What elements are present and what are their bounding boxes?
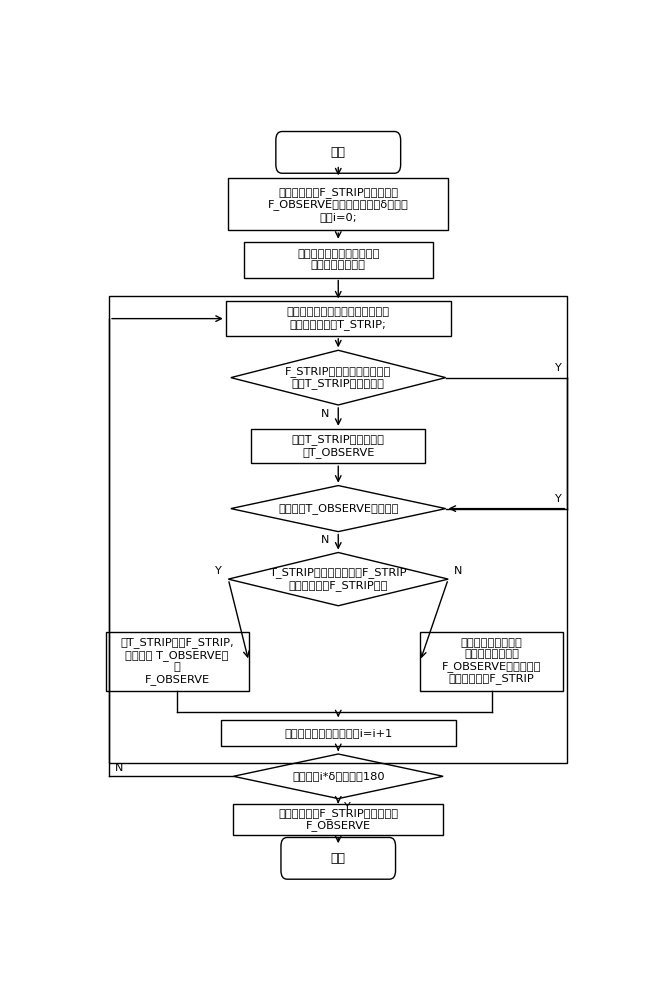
Bar <box>244 242 433 278</box>
Text: 结束: 结束 <box>331 852 346 865</box>
Text: 更新划分方向，计数标志i=i+1: 更新划分方向，计数标志i=i+1 <box>284 728 393 738</box>
Polygon shape <box>234 754 443 799</box>
Text: 返回划分方案F_STRIP及观测方案
F_OBSERVE: 返回划分方案F_STRIP及观测方案 F_OBSERVE <box>278 808 399 831</box>
Text: T_STRIP的条带数目少于F_STRIP
条带数目或者F_STRIP为空: T_STRIP的条带数目少于F_STRIP 条带数目或者F_STRIP为空 <box>269 567 407 591</box>
Polygon shape <box>231 486 446 532</box>
FancyBboxPatch shape <box>276 132 401 173</box>
Text: Y: Y <box>554 494 561 504</box>
Text: N: N <box>115 763 123 773</box>
Bar <box>106 632 249 691</box>
Text: 设定划分方案F_STRIP及观测方案
F_OBSERVE为空，旋转粒度δ，计数
标志i=0;: 设定划分方案F_STRIP及观测方案 F_OBSERVE为空，旋转粒度δ，计数 … <box>268 187 409 222</box>
Bar <box>234 804 443 835</box>
Text: 选择姿态机动幅度更
小的观测方案赋给
F_OBSERVE，其对应的
划分方案赋给F_STRIP: 选择姿态机动幅度更 小的观测方案赋给 F_OBSERVE，其对应的 划分方案赋给… <box>442 638 541 684</box>
Text: F_STRIP为空或者其条带数目
大于T_STRIP的条带数目: F_STRIP为空或者其条带数目 大于T_STRIP的条带数目 <box>285 366 391 389</box>
Bar <box>109 296 568 763</box>
Text: 基于T_STRIP计算观测方
案T_OBSERVE: 基于T_STRIP计算观测方 案T_OBSERVE <box>292 434 385 458</box>
FancyBboxPatch shape <box>281 837 395 879</box>
Text: N: N <box>454 566 463 576</box>
Bar <box>228 178 448 230</box>
Text: 计算划分线段，获取基于该划分线
段下的划分方案T_STRIP;: 计算划分线段，获取基于该划分线 段下的划分方案T_STRIP; <box>286 307 390 330</box>
Text: 将T_STRIP赋给F_STRIP,
相应地将 T_OBSERVE赋
给
F_OBSERVE: 将T_STRIP赋给F_STRIP, 相应地将 T_OBSERVE赋 给 F_O… <box>120 637 234 685</box>
Bar <box>226 301 451 336</box>
Text: Y: Y <box>554 363 561 373</box>
Text: 确定初始划分方向、旋转中
心、目标径向长度: 确定初始划分方向、旋转中 心、目标径向长度 <box>297 249 379 270</box>
Bar <box>251 429 425 463</box>
Bar <box>220 720 456 746</box>
Text: N: N <box>321 409 329 419</box>
Polygon shape <box>231 350 446 405</box>
Text: N: N <box>321 535 329 545</box>
Text: 观测方案T_OBSERVE是否为空: 观测方案T_OBSERVE是否为空 <box>278 503 399 514</box>
Bar <box>420 632 564 691</box>
Text: 开始: 开始 <box>331 146 346 159</box>
Text: 旋转角度i*δ是否超过180: 旋转角度i*δ是否超过180 <box>292 771 385 781</box>
Polygon shape <box>228 552 448 606</box>
Text: Y: Y <box>344 802 351 812</box>
Text: Y: Y <box>215 566 222 576</box>
